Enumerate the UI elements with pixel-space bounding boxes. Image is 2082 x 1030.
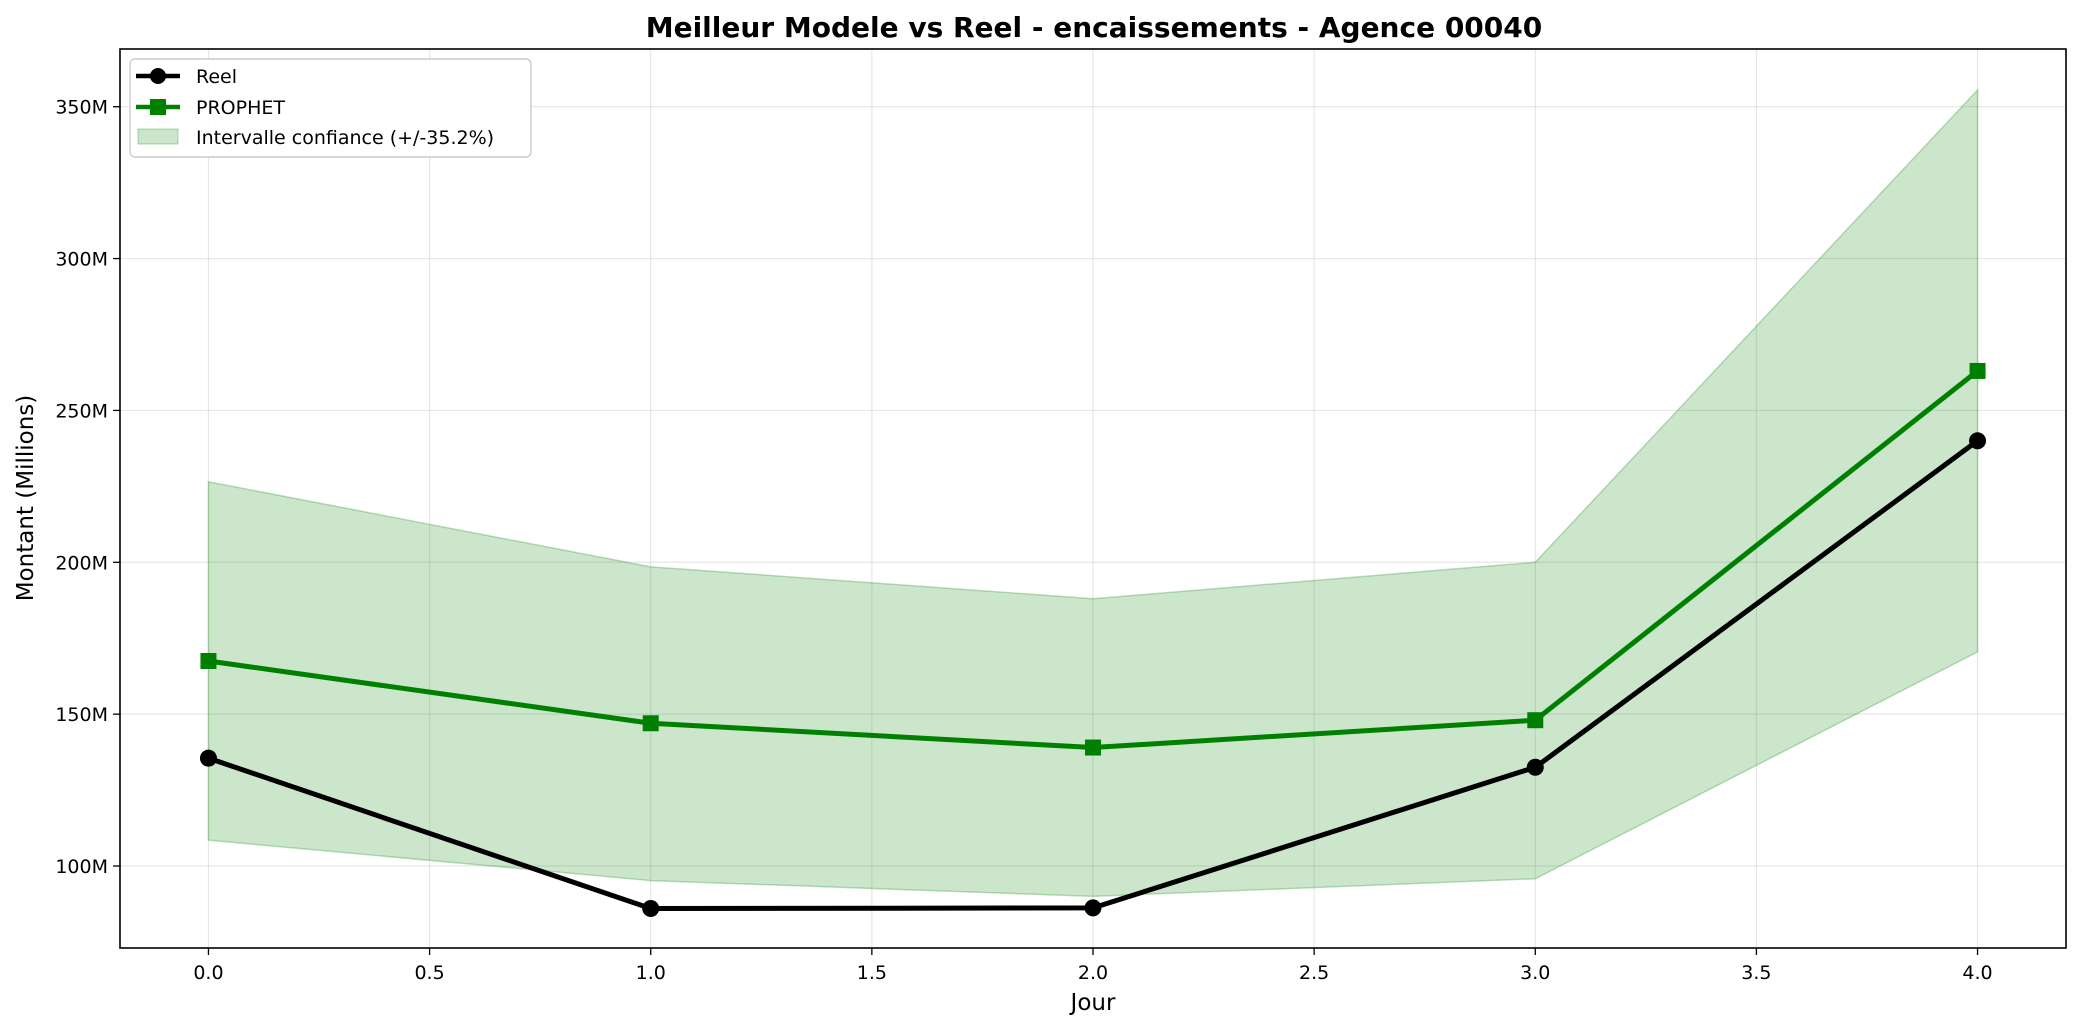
point-reel [1084, 899, 1102, 917]
x-tick-label: 2.5 [1299, 962, 1329, 984]
legend-band-swatch [137, 128, 179, 145]
legend-band-label: Intervalle confiance (+/-35.2%) [196, 127, 494, 149]
y-tick-label: 200M [55, 552, 108, 574]
point-prophet [1085, 739, 1101, 756]
point-prophet [1527, 712, 1544, 729]
x-tick-label: 4.0 [1962, 962, 1992, 984]
y-axis-label: Montant (Millions) [13, 395, 39, 602]
x-axis-ticks: 0.0 0.5 1.0 1.5 2.0 2.5 3.0 3.5 4.0 [193, 948, 1993, 984]
x-tick-label: 0.0 [193, 962, 223, 984]
y-tick-label: 300M [55, 249, 108, 271]
grid [120, 49, 2066, 948]
legend-prophet-marker [150, 99, 166, 115]
x-tick-label: 3.5 [1741, 962, 1771, 984]
point-prophet [1969, 362, 1986, 379]
legend: Reel PROPHET Intervalle confiance (+/-35… [129, 58, 532, 158]
x-axis-label: Jour [1069, 990, 1116, 1016]
legend-box [129, 58, 532, 158]
x-tick-label: 2.0 [1078, 962, 1108, 984]
point-reel [1526, 758, 1544, 776]
point-reel [199, 749, 217, 767]
series-markers [199, 362, 1987, 918]
y-tick-label: 350M [55, 97, 108, 119]
point-prophet [200, 652, 217, 669]
confidence-band [207, 88, 1979, 898]
point-reel [1969, 432, 1987, 450]
x-tick-label: 1.5 [857, 962, 887, 984]
y-axis-ticks: 100M 150M 200M 250M 300M 350M [55, 97, 120, 878]
y-tick-label: 100M [55, 856, 108, 878]
y-tick-label: 250M [55, 400, 108, 422]
x-tick-label: 1.0 [636, 962, 666, 984]
legend-prophet-label: PROPHET [196, 97, 285, 119]
y-tick-label: 150M [55, 704, 108, 726]
point-reel [642, 900, 660, 918]
confidence-band-area [207, 88, 1979, 898]
x-tick-label: 3.0 [1520, 962, 1550, 984]
chart-title: Meilleur Modele vs Reel - encaissements … [646, 11, 1543, 44]
x-tick-label: 0.5 [414, 962, 444, 984]
point-prophet [642, 715, 659, 732]
legend-reel-label: Reel [196, 66, 237, 88]
legend-reel-marker [150, 68, 166, 84]
